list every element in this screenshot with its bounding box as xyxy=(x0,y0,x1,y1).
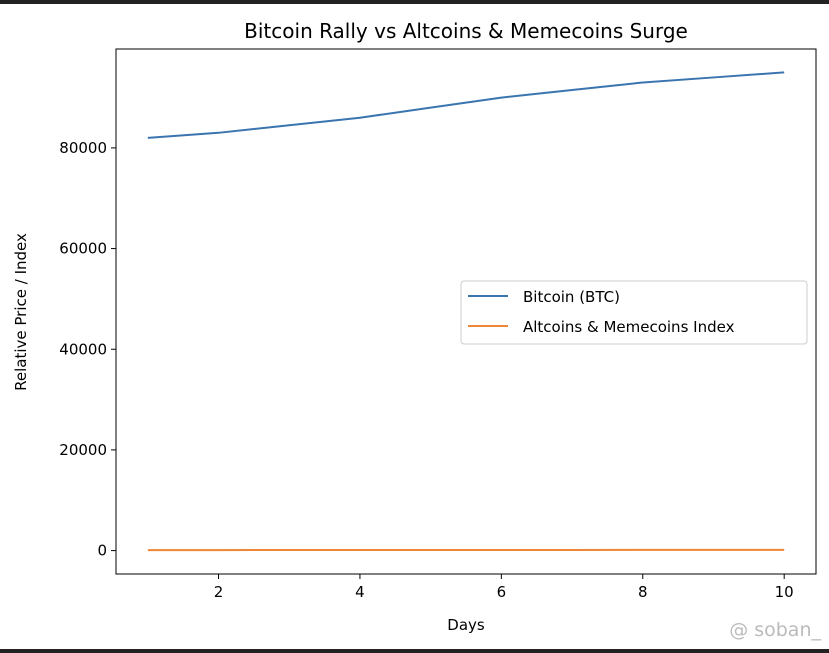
x-tick-label: 8 xyxy=(638,583,648,601)
legend: Bitcoin (BTC) Altcoins & Memecoins Index xyxy=(460,280,808,345)
x-axis-label: Days xyxy=(447,616,485,634)
x-tick-label: 2 xyxy=(214,583,224,601)
watermark: @ soban_ xyxy=(729,619,821,641)
y-tick-label: 80000 xyxy=(59,139,107,157)
y-tick-label: 40000 xyxy=(59,340,107,358)
x-tick-label: 10 xyxy=(775,583,794,601)
chart-title: Bitcoin Rally vs Altcoins & Memecoins Su… xyxy=(244,19,688,43)
y-tick-label: 0 xyxy=(97,542,107,560)
y-tick-label: 60000 xyxy=(59,240,107,258)
x-tick-label: 6 xyxy=(497,583,507,601)
legend-label-btc: Bitcoin (BTC) xyxy=(523,288,620,306)
x-tick-label: 4 xyxy=(355,583,365,601)
legend-label-alt: Altcoins & Memecoins Index xyxy=(523,318,735,336)
plot-area xyxy=(115,48,817,575)
y-axis-label: Relative Price / Index xyxy=(12,233,30,391)
series-line-0 xyxy=(147,71,785,139)
y-tick-label: 20000 xyxy=(59,441,107,459)
